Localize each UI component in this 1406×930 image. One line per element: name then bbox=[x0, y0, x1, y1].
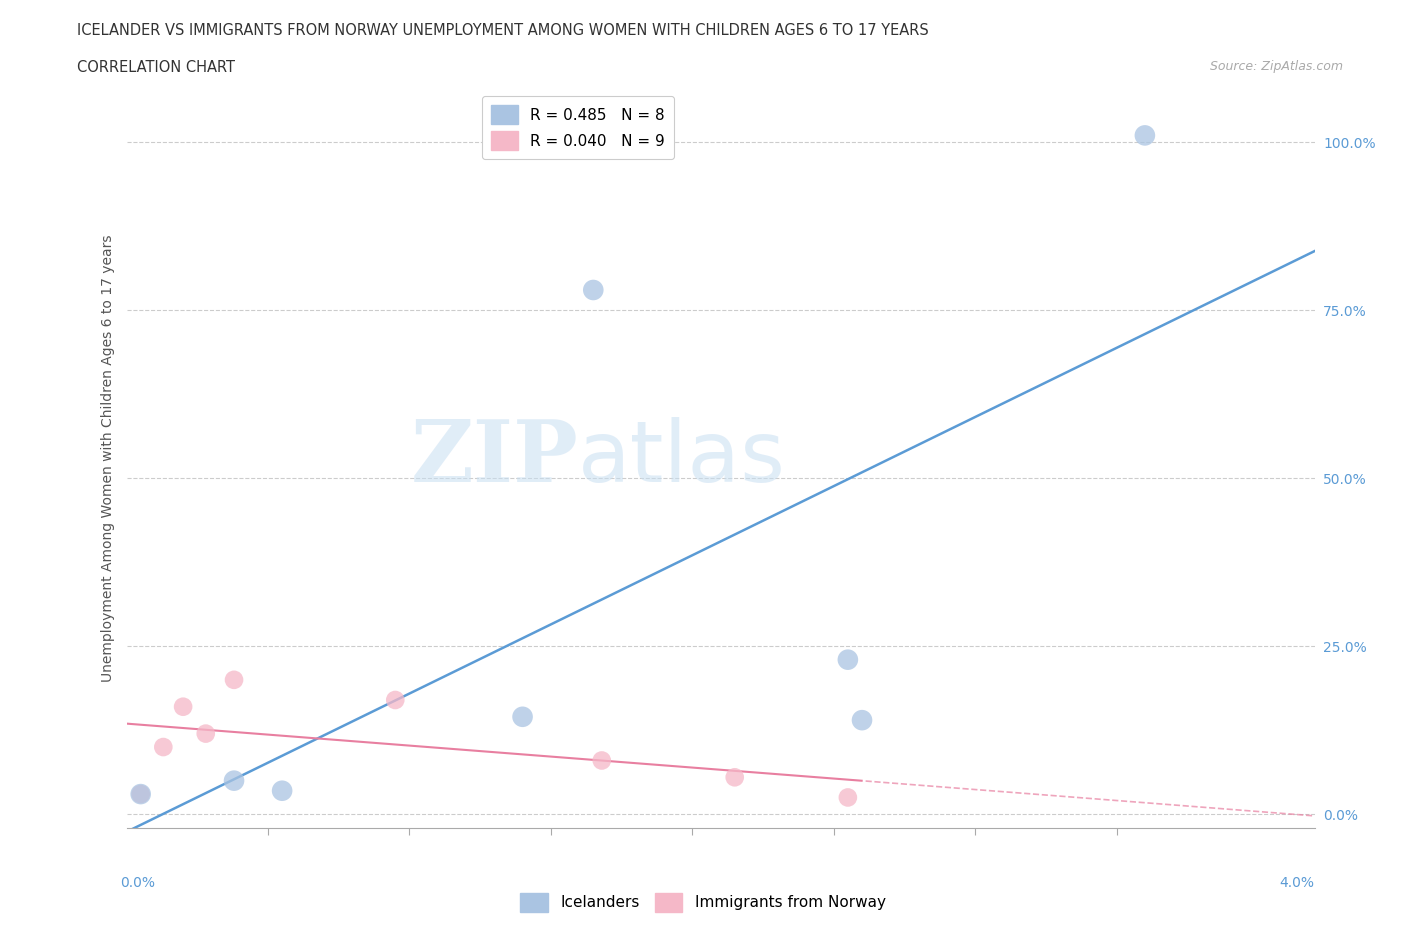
Point bbox=[582, 283, 605, 298]
Point bbox=[222, 773, 245, 788]
Point bbox=[222, 672, 245, 687]
Point bbox=[271, 783, 294, 798]
Text: atlas: atlas bbox=[578, 417, 786, 499]
Point bbox=[1133, 128, 1156, 143]
Point bbox=[172, 699, 194, 714]
Legend: R = 0.485   N = 8, R = 0.040   N = 9: R = 0.485 N = 8, R = 0.040 N = 9 bbox=[482, 96, 675, 159]
Point bbox=[194, 726, 217, 741]
Point bbox=[837, 652, 859, 667]
Point bbox=[591, 753, 613, 768]
Point bbox=[129, 787, 152, 802]
Point bbox=[724, 770, 747, 785]
Point bbox=[129, 787, 152, 802]
Point bbox=[851, 712, 873, 727]
Y-axis label: Unemployment Among Women with Children Ages 6 to 17 years: Unemployment Among Women with Children A… bbox=[101, 234, 115, 682]
Text: CORRELATION CHART: CORRELATION CHART bbox=[77, 60, 235, 75]
Text: ZIP: ZIP bbox=[411, 416, 578, 500]
Text: 4.0%: 4.0% bbox=[1279, 876, 1315, 890]
Text: Source: ZipAtlas.com: Source: ZipAtlas.com bbox=[1209, 60, 1343, 73]
Point bbox=[384, 693, 406, 708]
Point bbox=[152, 739, 174, 754]
Legend: Icelanders, Immigrants from Norway: Icelanders, Immigrants from Norway bbox=[515, 887, 891, 918]
Text: 0.0%: 0.0% bbox=[121, 876, 156, 890]
Point bbox=[837, 790, 859, 804]
Text: ICELANDER VS IMMIGRANTS FROM NORWAY UNEMPLOYMENT AMONG WOMEN WITH CHILDREN AGES : ICELANDER VS IMMIGRANTS FROM NORWAY UNEM… bbox=[77, 23, 929, 38]
Point bbox=[512, 710, 534, 724]
